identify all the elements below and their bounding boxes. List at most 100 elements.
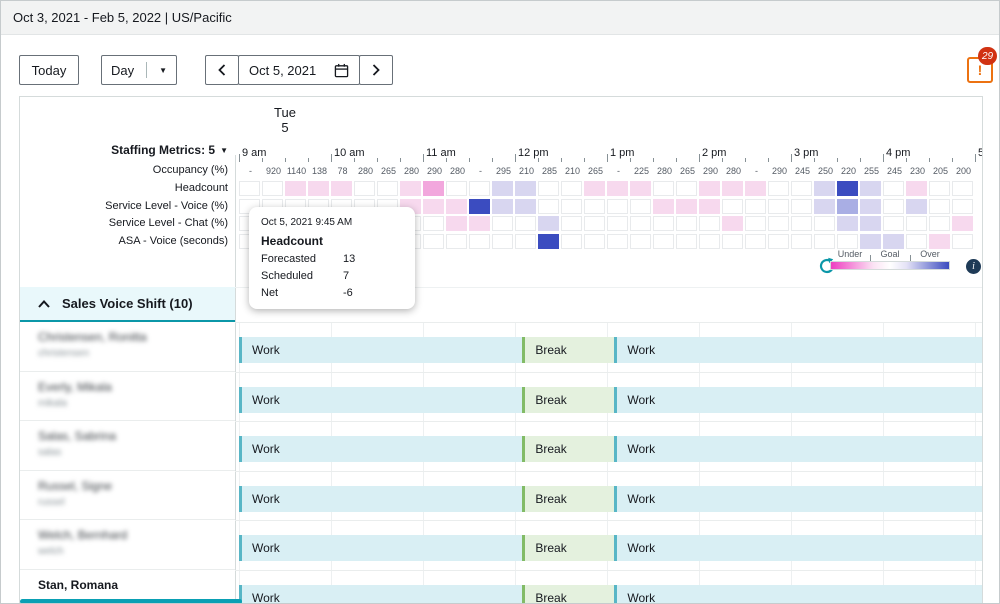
heatmap-cell[interactable] [446,198,467,214]
heatmap-cell[interactable] [469,233,490,249]
shift-segment-work[interactable]: Work [239,485,523,512]
shift-segment-break[interactable]: Break [522,337,615,363]
heatmap-cell[interactable] [538,233,559,249]
heatmap-cell[interactable] [607,198,628,214]
shift-segment-work[interactable]: Work [239,386,523,413]
shift-segment-work[interactable]: Work [614,337,982,363]
shift-segment-work[interactable]: Work [614,485,982,512]
heatmap-cell[interactable] [883,181,904,196]
heatmap-cell[interactable] [699,198,720,214]
heatmap-cell[interactable] [538,216,559,231]
shift-segment-break[interactable]: Break [522,535,615,562]
heatmap-cell[interactable] [722,233,743,249]
heatmap-cell[interactable] [722,198,743,214]
heatmap-cell[interactable] [469,181,490,196]
heatmap-cell[interactable] [768,216,789,231]
heatmap-cell[interactable] [262,181,283,196]
heatmap-cell[interactable] [561,233,582,249]
heatmap-cell[interactable] [285,181,306,196]
heatmap-cell[interactable] [837,216,858,231]
heatmap-cell[interactable] [538,198,559,214]
view-dropdown[interactable]: Day ▼ [101,55,177,85]
heatmap-cell[interactable] [676,233,697,249]
heatmap-cell[interactable] [699,181,720,196]
heatmap-cell[interactable] [837,233,858,249]
heatmap-cell[interactable] [446,233,467,249]
shift-segment-break[interactable]: Break [522,585,615,603]
agent-row[interactable]: Everly, Mikala mikala [20,371,235,422]
heatmap-cell[interactable] [239,181,260,196]
heatmap-cell[interactable] [423,216,444,231]
heatmap-cell[interactable] [538,181,559,196]
heatmap-cell[interactable] [722,216,743,231]
heatmap-cell[interactable] [883,216,904,231]
heatmap-cell[interactable] [561,198,582,214]
heatmap-cell[interactable] [791,181,812,196]
heatmap-cell[interactable] [906,198,927,214]
heatmap-cell[interactable] [515,216,536,231]
heatmap-cell[interactable] [515,181,536,196]
heatmap-cell[interactable] [561,216,582,231]
heatmap-cell[interactable] [400,181,421,196]
shift-segment-work[interactable]: Work [239,436,523,463]
heatmap-cell[interactable] [354,181,375,196]
heatmap-cell[interactable] [653,216,674,231]
staffing-metrics-dropdown[interactable]: Staffing Metrics: 5 ▼ [111,143,228,157]
heatmap-cell[interactable] [860,233,881,249]
heatmap-cell[interactable] [584,216,605,231]
next-day-button[interactable] [359,55,393,85]
heatmap-cell[interactable] [607,216,628,231]
heatmap-cell[interactable] [584,233,605,249]
heatmap-cell[interactable] [676,216,697,231]
heatmap-cell[interactable] [492,216,513,231]
heatmap-cell[interactable] [377,181,398,196]
heatmap-cell[interactable] [768,181,789,196]
heatmap-cell[interactable] [929,233,950,249]
heatmap-cell[interactable] [814,198,835,214]
heatmap-cell[interactable] [423,198,444,214]
shift-segment-work[interactable]: Work [239,337,523,363]
heatmap-cell[interactable] [929,198,950,214]
heatmap-cell[interactable] [653,198,674,214]
heatmap-cell[interactable] [952,233,973,249]
heatmap-cell[interactable] [469,198,490,214]
heatmap-cell[interactable] [446,181,467,196]
heatmap-cell[interactable] [308,181,329,196]
date-picker[interactable]: Oct 5, 2021 [238,55,360,85]
heatmap-cell[interactable] [768,198,789,214]
horizontal-scrollbar-thumb[interactable] [20,599,242,603]
shift-segment-work[interactable]: Work [239,535,523,562]
heatmap-cell[interactable] [492,181,513,196]
agent-row[interactable]: Salas, Sabrina salas [20,421,235,471]
agent-row[interactable]: Stan, Romana [20,570,235,603]
heatmap-cell[interactable] [653,233,674,249]
heatmap-cell[interactable] [630,233,651,249]
agent-row[interactable]: Christensen, Ronitta christensen [20,322,235,372]
heatmap-cell[interactable] [584,181,605,196]
heatmap-cell[interactable] [906,216,927,231]
heatmap-cell[interactable] [883,198,904,214]
heatmap-cell[interactable] [837,181,858,196]
shift-group-header[interactable]: Sales Voice Shift (10) [20,287,235,322]
heatmap-cell[interactable] [699,216,720,231]
agent-row[interactable]: Welch, Bernhard welch [20,520,235,570]
shift-segment-break[interactable]: Break [522,386,615,413]
heatmap-cell[interactable] [814,181,835,196]
heatmap-cell[interactable] [814,216,835,231]
heatmap-cell[interactable] [860,198,881,214]
heatmap-cell[interactable] [791,216,812,231]
heatmap-cell[interactable] [883,233,904,249]
heatmap-cell[interactable] [676,198,697,214]
heatmap-cell[interactable] [906,181,927,196]
heatmap-cell[interactable] [952,181,973,196]
heatmap-cell[interactable] [722,181,743,196]
heatmap-cell[interactable] [745,198,766,214]
heatmap-cell[interactable] [860,216,881,231]
heatmap-cell[interactable] [607,181,628,196]
heatmap-cell[interactable] [492,233,513,249]
heatmap-cell[interactable] [492,198,513,214]
heatmap-cell[interactable] [952,216,973,231]
heatmap-cell[interactable] [584,198,605,214]
heatmap-cell[interactable] [745,233,766,249]
heatmap-cell[interactable] [630,198,651,214]
